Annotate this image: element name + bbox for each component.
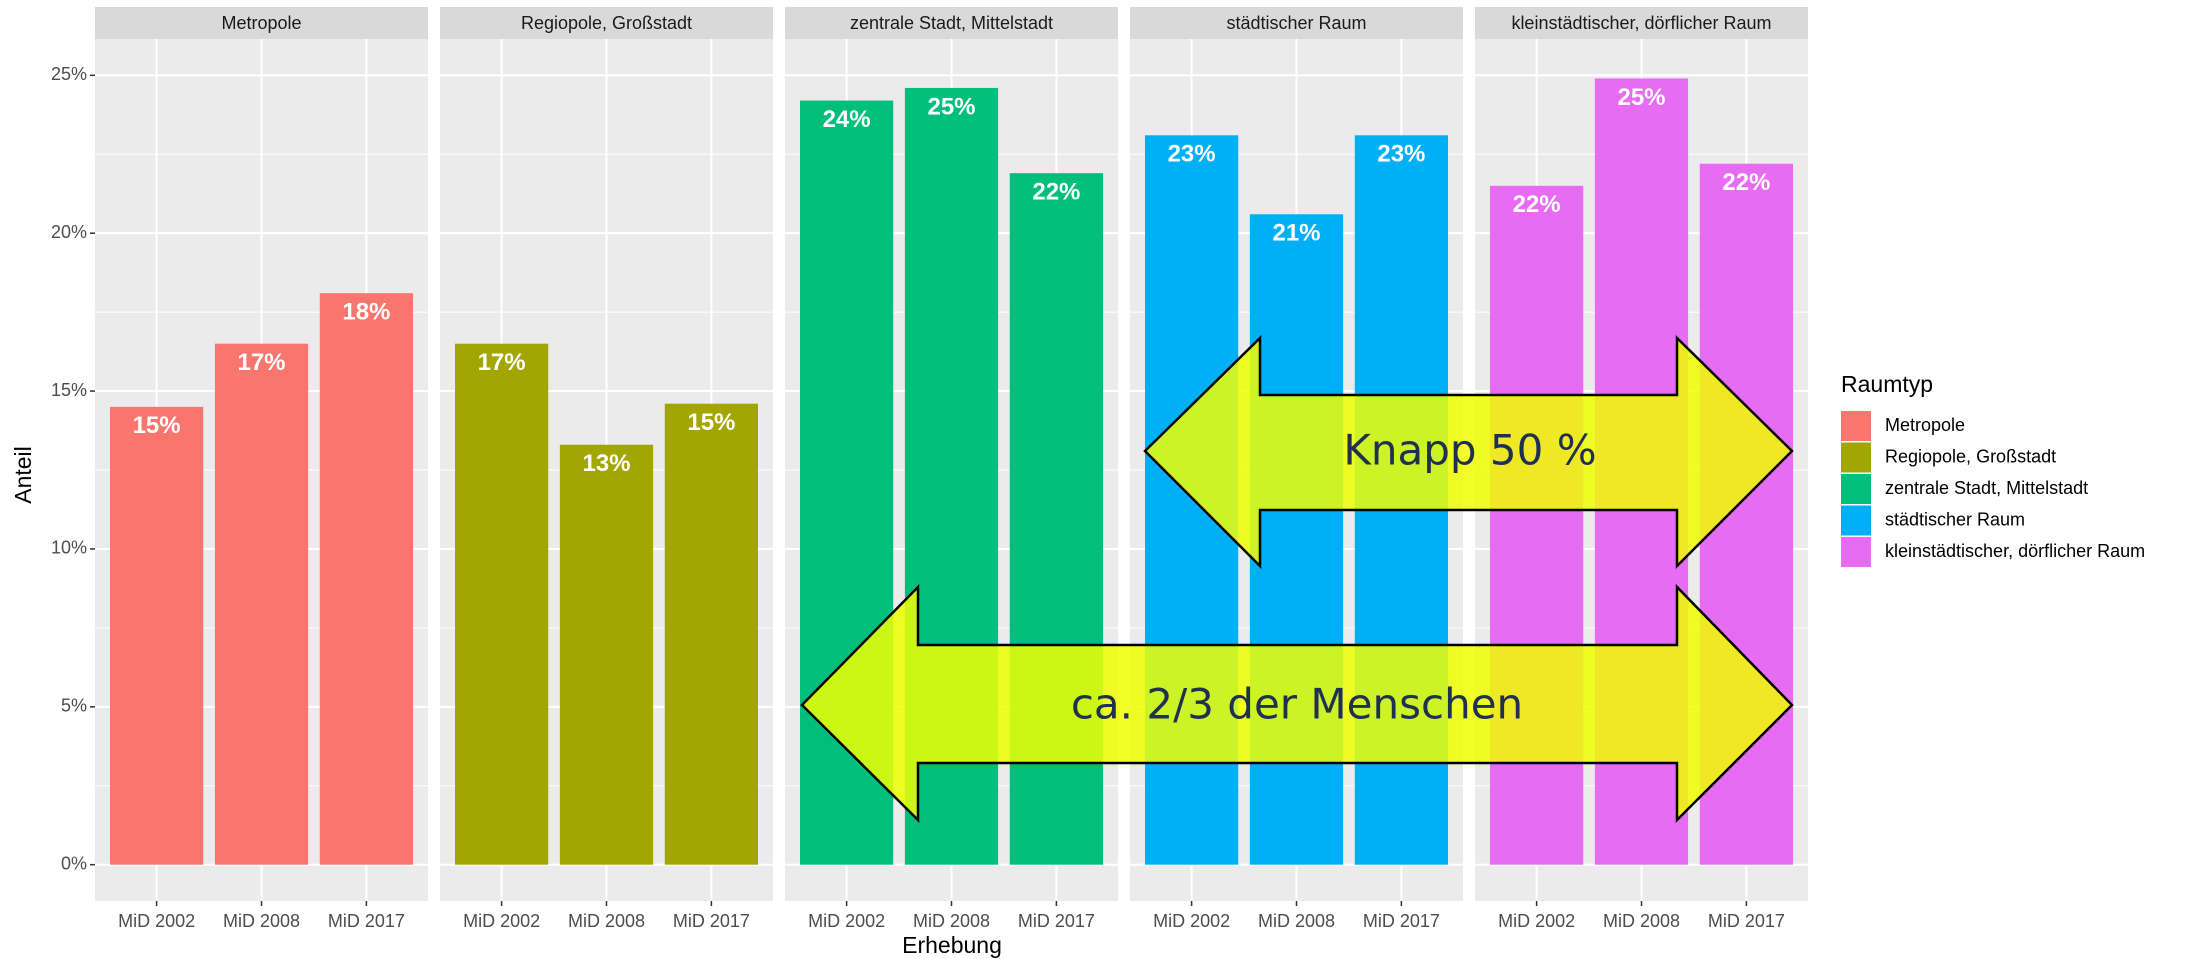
x-tick-label: MiD 2008	[223, 911, 300, 931]
legend-text: zentrale Stadt, Mittelstadt	[1885, 478, 2088, 498]
y-tick-label: 5%	[61, 696, 87, 716]
legend-key	[1841, 474, 1871, 504]
bar	[559, 444, 654, 865]
legend-text: Metropole	[1885, 415, 1965, 435]
y-tick-label: 25%	[51, 64, 87, 84]
y-tick-label: 0%	[61, 853, 87, 873]
strip-text: zentrale Stadt, Mittelstadt	[850, 13, 1053, 33]
bar	[214, 343, 309, 865]
value-label: 25%	[1617, 84, 1665, 111]
value-label: 23%	[1168, 141, 1216, 168]
bar	[109, 406, 204, 865]
arrow	[1143, 335, 1794, 570]
bar	[319, 293, 414, 865]
annotation: Knapp 50 %	[1343, 426, 1596, 475]
x-tick-label: MiD 2002	[118, 911, 195, 931]
value-label: 22%	[1722, 169, 1770, 196]
value-label: 17%	[237, 349, 285, 376]
y-axis-title: Anteil	[10, 446, 36, 504]
x-tick-label: MiD 2008	[913, 911, 990, 931]
annotation: ca. 2/3 der Menschen	[1071, 680, 1523, 729]
strip	[785, 7, 1118, 39]
x-tick-label: MiD 2008	[568, 911, 645, 931]
x-tick-label: MiD 2017	[328, 911, 405, 931]
value-label: 23%	[1377, 141, 1425, 168]
value-label: 17%	[478, 349, 526, 376]
strip-text: Metropole	[221, 13, 301, 33]
legend-text: Regiopole, Großstadt	[1885, 446, 2056, 466]
strip	[1475, 7, 1808, 39]
bar	[1249, 214, 1344, 865]
x-tick-label: MiD 2002	[1153, 911, 1230, 931]
x-tick-label: MiD 2017	[1708, 911, 1785, 931]
annotations: Knapp 50 % ca. 2/3 der Menschen	[800, 335, 1794, 824]
strip-text: Regiopole, Großstadt	[521, 13, 692, 33]
y-tick-label: 20%	[51, 222, 87, 242]
strip-text: kleinstädtischer, dörflicher Raum	[1511, 13, 1771, 33]
bar	[664, 403, 759, 865]
x-tick-label: MiD 2017	[673, 911, 750, 931]
legend-key	[1841, 505, 1871, 536]
value-label: 25%	[927, 93, 975, 120]
legend-key	[1841, 537, 1871, 567]
value-label: 13%	[582, 450, 630, 477]
x-tick-label: MiD 2008	[1603, 911, 1680, 931]
strip-text: städtischer Raum	[1226, 13, 1366, 33]
value-label: 22%	[1032, 179, 1080, 206]
arrow	[800, 583, 1794, 824]
x-axis-title: Erhebung	[902, 932, 1002, 958]
value-label: 15%	[133, 412, 181, 439]
strip	[1130, 7, 1463, 39]
x-tick-label: MiD 2002	[463, 911, 540, 931]
strip	[95, 7, 428, 39]
value-label: 15%	[687, 409, 735, 436]
y-tick-label: 15%	[51, 380, 87, 400]
value-label: 21%	[1272, 220, 1320, 247]
legend-title: Raumtyp	[1841, 371, 1933, 397]
x-tick-label: MiD 2008	[1258, 911, 1335, 931]
x-tick-label: MiD 2017	[1018, 911, 1095, 931]
legend-text: kleinstädtischer, dörflicher Raum	[1885, 541, 2145, 561]
legend-text: städtischer Raum	[1885, 509, 2025, 529]
y-tick-label: 10%	[51, 538, 87, 558]
bar	[454, 343, 549, 865]
legend-key	[1841, 411, 1871, 441]
x-tick-label: MiD 2002	[808, 911, 885, 931]
value-label: 22%	[1513, 191, 1561, 218]
x-tick-label: MiD 2002	[1498, 911, 1575, 931]
value-label: 18%	[342, 299, 390, 326]
x-tick-label: MiD 2017	[1363, 911, 1440, 931]
strip	[440, 7, 773, 39]
legend-key	[1841, 442, 1871, 473]
value-label: 24%	[823, 106, 871, 133]
